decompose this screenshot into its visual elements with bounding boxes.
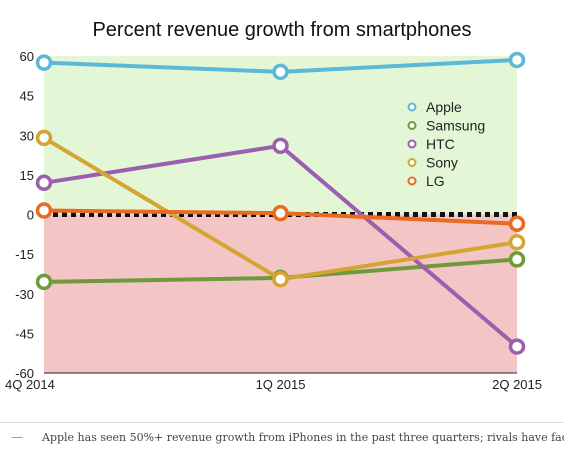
data-point-htc [272,137,289,155]
chart: Percent revenue growth from smartphones 6… [5,19,542,392]
data-point-lg [508,215,526,232]
data-point-lg [272,204,289,222]
data-point-sony [272,270,289,288]
caption-text: Apple has seen 50%+ revenue growth from … [42,431,564,444]
legend-label-samsung: Samsung [426,118,485,134]
legend-label-sony: Sony [426,155,458,171]
legend-label-lg: LG [426,173,445,189]
line-chart: Percent revenue growth from smartphones 6… [5,19,542,392]
legend-label-apple: Apple [426,99,462,115]
y-tick-label: 30 [20,128,34,143]
legend-marker-sony [407,158,417,167]
y-tick-label: 0 [27,208,34,223]
data-point-samsung [508,251,526,268]
x-tick-label: 4Q 2014 [5,377,55,392]
y-tick-label: 15 [20,168,34,183]
negative-region [44,214,517,373]
chart-title: Percent revenue growth from smartphones [92,19,471,41]
data-point-samsung [35,273,53,291]
x-tick-label: 1Q 2015 [256,377,306,392]
y-tick-label: -60 [15,366,34,381]
y-tick-label: -30 [15,287,34,302]
legend-marker-samsung [407,121,417,130]
y-tick-label: -45 [15,326,34,341]
x-tick-label: 2Q 2015 [492,377,542,392]
data-point-sony [35,129,53,147]
data-point-sony [508,233,526,251]
data-point-htc [508,338,526,355]
legend-marker-lg [407,176,417,186]
data-point-lg [35,202,53,219]
data-point-apple [35,54,53,71]
legend-marker-htc [407,139,417,149]
legend-marker-apple [407,102,417,112]
y-tick-label: 60 [20,49,34,64]
caption: — Apple has seen 50%+ revenue growth fro… [0,422,564,455]
y-tick-label: 45 [20,89,34,104]
data-point-apple [272,63,289,81]
data-point-apple [508,51,526,69]
positive-region [44,56,517,215]
legend-label-htc: HTC [426,136,455,152]
data-point-htc [35,174,53,192]
y-tick-label: -15 [15,247,34,262]
caption-dash: — [11,430,23,444]
